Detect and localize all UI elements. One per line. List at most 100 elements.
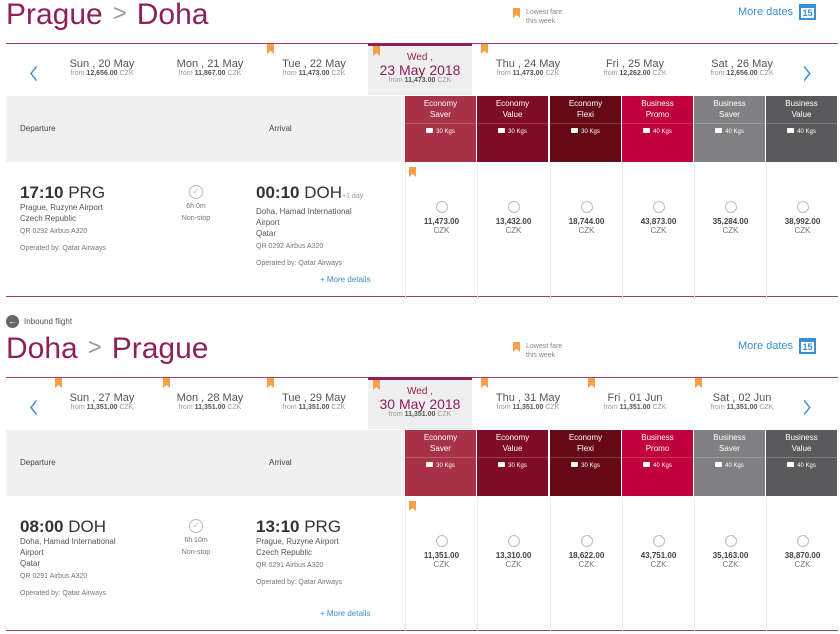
fare-price: 38,870.00 xyxy=(784,551,821,560)
fare-price: 18,622.00 xyxy=(568,551,605,560)
prev-dates-button[interactable]: ‹ xyxy=(28,382,40,429)
more-dates-button[interactable]: More dates 15 xyxy=(738,4,817,20)
arrival-info: 13:10 PRG Prague, Ruzyne Airport Czech Rep… xyxy=(256,517,342,586)
date-label: Sun , 20 May xyxy=(69,58,135,70)
baggage-icon xyxy=(426,462,434,467)
fare-radio[interactable] xyxy=(796,201,809,213)
fare-price: 35,163.00 xyxy=(712,551,749,560)
fare-type-header: Business Value 40 Kgs xyxy=(766,430,837,496)
date-big: 23 May 2018 xyxy=(379,62,461,78)
date-option[interactable]: Sun , 27 May from 11,351.00 CZK xyxy=(50,378,154,430)
fare-option[interactable]: 43,873.00 CZK xyxy=(622,163,694,297)
fare-radio[interactable] xyxy=(580,201,593,213)
clock-icon: ✓ xyxy=(189,185,203,199)
next-dates-button[interactable]: › xyxy=(802,382,814,429)
date-option[interactable]: Sat , 02 Jun from 11,351.00 CZK xyxy=(690,378,794,430)
date-option[interactable]: Tue , 29 May from 11,351.00 CZK xyxy=(262,378,366,430)
date-price: from 11,473.00 CZK xyxy=(282,70,346,77)
date-label: Wed , xyxy=(407,52,433,63)
date-price: from 11,473.00 CZK xyxy=(496,70,560,77)
fare-price: 11,473.00 xyxy=(423,217,460,226)
fare-option[interactable]: 11,351.00 CZK xyxy=(405,497,477,631)
flight-section-inbound: Doha > Prague Lowest fare this week More dat… xyxy=(0,332,840,634)
date-price: from 11,351.00 CZK xyxy=(710,404,774,411)
baggage-icon xyxy=(643,128,651,133)
fare-price: 13,432.00 xyxy=(495,217,532,226)
date-option[interactable]: Thu , 24 May from 11,473.00 CZK xyxy=(476,44,580,96)
more-details-link[interactable]: + More details xyxy=(320,275,371,284)
lowest-fare-bookmark-icon xyxy=(481,44,488,54)
fare-radio[interactable] xyxy=(435,201,448,213)
fare-currency: CZK xyxy=(794,226,811,235)
fare-price: 43,751.00 xyxy=(640,551,677,560)
fare-currency: CZK xyxy=(505,226,522,235)
date-price: from 11,351.00 CZK xyxy=(178,404,242,411)
date-label: Thu , 31 May xyxy=(495,392,561,404)
fare-option[interactable]: 43,751.00 CZK xyxy=(622,497,694,631)
lowest-fare-bookmark-icon xyxy=(163,378,170,388)
fare-option[interactable]: 13,310.00 CZK xyxy=(477,497,549,631)
departure-info: 17:10 PRG Prague, Ruzyne Airport Czech Rep… xyxy=(20,183,106,252)
lowest-fare-bookmark-icon xyxy=(588,378,595,388)
fare-radio[interactable] xyxy=(724,535,737,547)
date-option[interactable]: Thu , 31 May from 11,351.00 CZK xyxy=(476,378,580,430)
fare-radio[interactable] xyxy=(652,535,665,547)
fare-option[interactable]: 18,744.00 CZK xyxy=(550,163,622,297)
date-price: from 11,351.00 CZK xyxy=(282,404,346,411)
baggage-allowance: 40 Kgs xyxy=(622,123,693,138)
date-label: Fri , 25 May xyxy=(605,58,665,70)
more-dates-label: More dates xyxy=(738,6,794,18)
date-option-selected[interactable]: Wed , 23 May 2018 from 11,473.00 CZK xyxy=(368,43,472,95)
fare-option[interactable]: 38,992.00 CZK xyxy=(766,163,838,297)
fare-option[interactable]: 11,473.00 CZK xyxy=(405,163,477,297)
fare-radio[interactable] xyxy=(435,535,448,547)
lowest-fare-bookmark-icon xyxy=(695,378,702,388)
fare-radio[interactable] xyxy=(724,201,737,213)
origin-city: Prague xyxy=(6,0,103,31)
date-option[interactable]: Fri , 25 May from 12,262.00 CZK xyxy=(583,44,687,96)
clock-icon: ✓ xyxy=(189,519,203,533)
date-option[interactable]: Tue , 22 May from 11,473.00 CZK xyxy=(262,44,366,96)
date-option[interactable]: Mon , 28 May from 11,351.00 CZK xyxy=(158,378,262,430)
date-option[interactable]: Mon , 21 May from 11,867.00 CZK xyxy=(158,44,262,96)
route-title: Doha > Prague xyxy=(6,332,208,366)
arrival-header: Arrival xyxy=(269,124,292,133)
table-header: Departure Arrival xyxy=(6,96,405,162)
more-dates-button[interactable]: More dates 15 xyxy=(738,338,817,354)
date-option[interactable]: Sat , 26 May from 12,656.00 CZK xyxy=(690,44,794,96)
fare-currency: CZK xyxy=(578,226,595,235)
baggage-allowance: 40 Kgs xyxy=(766,457,837,472)
date-option[interactable]: Fri , 01 Jun from 11,351.00 CZK xyxy=(583,378,687,430)
baggage-icon xyxy=(498,128,506,133)
fare-radio[interactable] xyxy=(796,535,809,547)
more-details-link[interactable]: + More details xyxy=(320,609,371,618)
fare-radio[interactable] xyxy=(580,535,593,547)
fare-radio[interactable] xyxy=(652,201,665,213)
date-option[interactable]: Sun , 20 May from 12,656.00 CZK xyxy=(50,44,154,96)
fare-type-header: Business Promo 40 Kgs xyxy=(622,96,693,162)
date-option-selected[interactable]: Wed , 30 May 2018 from 11,351.00 CZK xyxy=(368,377,472,429)
date-price: from 11,351.00 CZK xyxy=(70,404,134,411)
more-dates-label: More dates xyxy=(738,340,794,352)
baggage-allowance: 40 Kgs xyxy=(694,457,765,472)
baggage-icon xyxy=(571,462,579,467)
calendar-icon: 15 xyxy=(799,4,817,20)
baggage-allowance: 30 Kgs xyxy=(477,457,548,472)
fare-radio[interactable] xyxy=(507,535,520,547)
fare-option[interactable]: 35,163.00 CZK xyxy=(694,497,766,631)
fare-option[interactable]: 13,432.00 CZK xyxy=(477,163,549,297)
baggage-allowance: 30 Kgs xyxy=(405,457,476,472)
date-label: Sat , 26 May xyxy=(711,58,773,70)
fare-radio[interactable] xyxy=(507,201,520,213)
baggage-icon xyxy=(426,128,434,133)
fare-type-header: Business Promo 40 Kgs xyxy=(622,430,693,496)
fare-currency: CZK xyxy=(433,560,450,569)
prev-dates-button[interactable]: ‹ xyxy=(28,48,40,95)
fare-option[interactable]: 38,870.00 CZK xyxy=(766,497,838,631)
duration-info: ✓ 6h 0m Non-stop xyxy=(181,185,211,222)
lowest-fare-bookmark-icon xyxy=(55,378,62,388)
fare-option[interactable]: 18,622.00 CZK xyxy=(550,497,622,631)
baggage-icon xyxy=(715,128,723,133)
next-dates-button[interactable]: › xyxy=(802,48,814,95)
fare-option[interactable]: 35,284.00 CZK xyxy=(694,163,766,297)
